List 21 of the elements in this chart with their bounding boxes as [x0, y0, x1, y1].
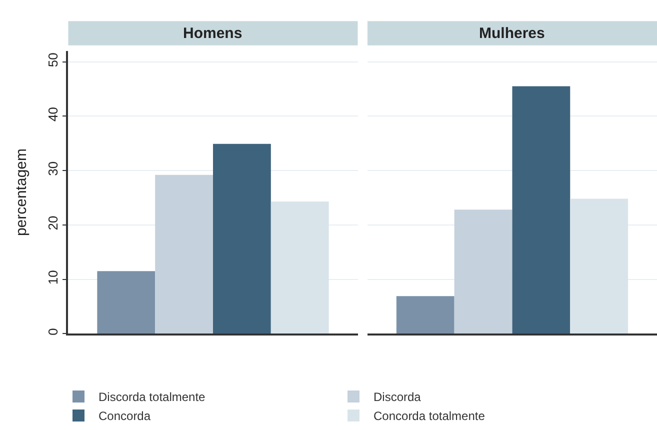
bar — [97, 271, 156, 334]
y-axis-title: percentagem — [13, 148, 30, 236]
bar — [570, 198, 628, 334]
y-tick-label: 20 — [45, 216, 60, 230]
y-tick-label: 10 — [45, 270, 60, 285]
legend-label: Concorda totalmente — [374, 409, 486, 424]
bar — [213, 144, 271, 334]
legend-label: Concorda — [98, 409, 151, 424]
y-tick-label: 40 — [45, 106, 60, 122]
bar — [512, 86, 570, 334]
x-tick-label: Homens — [183, 25, 242, 42]
legend-label: Discorda — [374, 390, 422, 404]
y-tick-label: 50 — [45, 52, 60, 68]
bar — [270, 202, 329, 334]
y-tick-label: 0 — [45, 328, 60, 336]
bar — [454, 210, 512, 334]
y-tick-label: 30 — [45, 161, 60, 176]
bar — [155, 174, 213, 334]
x-tick-label: Mulheres — [479, 25, 545, 42]
legend-label: Discorda totalmente — [98, 390, 206, 404]
bar — [396, 296, 454, 334]
